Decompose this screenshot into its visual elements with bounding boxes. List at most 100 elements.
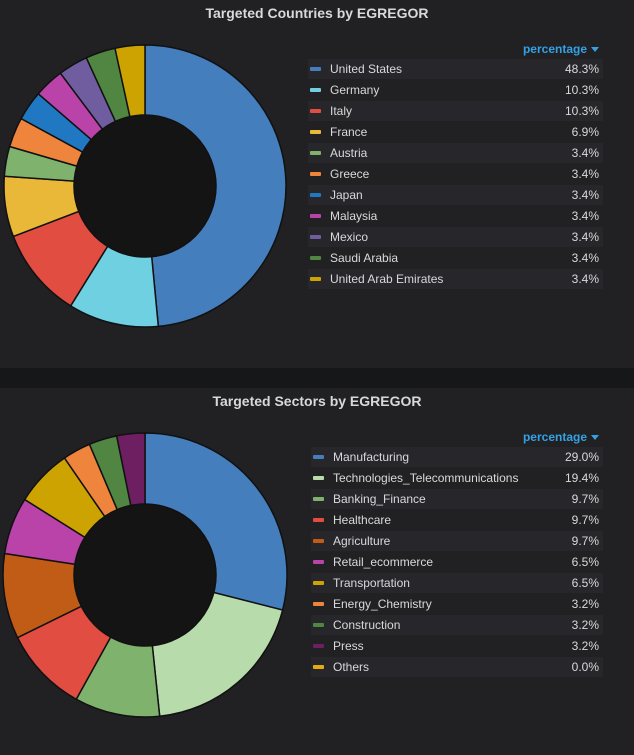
legend-item[interactable]: Banking_Finance 9.7% [311, 489, 603, 509]
legend-item[interactable]: Greece 3.4% [308, 164, 603, 184]
legend-value: 6.5% [571, 555, 599, 569]
legend-value: 9.7% [571, 513, 599, 527]
legend-label: Italy [330, 104, 353, 118]
legend-swatch [313, 476, 324, 480]
legend-item[interactable]: Austria 3.4% [308, 143, 603, 163]
legend-swatch [313, 644, 324, 648]
legend-item[interactable]: France 6.9% [308, 122, 603, 142]
legend-sort-label: percentage [522, 430, 587, 444]
legend-item[interactable]: United States 48.3% [308, 59, 603, 79]
legend-label: Banking_Finance [333, 492, 426, 506]
legend-label: France [330, 125, 368, 139]
legend-item[interactable]: Retail_ecommerce 6.5% [311, 552, 603, 572]
legend-swatch [313, 665, 324, 669]
legend-value: 3.4% [571, 272, 599, 286]
legend-swatch [310, 151, 321, 155]
legend-value: 3.4% [571, 251, 599, 265]
legend-item[interactable]: Technologies_Telecommunications 19.4% [311, 468, 603, 488]
legend-label: United Arab Emirates [330, 272, 444, 286]
countries-pie-chart [3, 44, 287, 328]
caret-down-icon [591, 435, 599, 441]
legend-label: United States [330, 62, 403, 76]
legend-label: Transportation [333, 576, 410, 590]
legend-swatch [310, 109, 321, 113]
legend-swatch [313, 581, 324, 585]
legend-swatch [313, 602, 324, 606]
legend-item[interactable]: Malaysia 3.4% [308, 206, 603, 226]
legend-item[interactable]: Press 3.2% [311, 636, 603, 656]
legend-label: Agriculture [333, 534, 391, 548]
legend-swatch [310, 67, 321, 71]
legend-value: 3.4% [571, 209, 599, 223]
legend-value: 9.7% [571, 534, 599, 548]
legend-swatch [313, 623, 324, 627]
legend-swatch [310, 130, 321, 134]
legend-swatch [310, 235, 321, 239]
legend-value: 10.3% [564, 104, 599, 118]
sectors-panel-title: Targeted Sectors by EGREGOR [212, 393, 422, 409]
legend-swatch [310, 277, 321, 281]
legend-swatch [313, 518, 324, 522]
legend-item[interactable]: Japan 3.4% [308, 185, 603, 205]
legend-value: 3.2% [571, 597, 599, 611]
legend-value: 48.3% [564, 62, 599, 76]
donut-hole [73, 503, 217, 647]
legend-value: 3.4% [571, 167, 599, 181]
legend-value: 10.3% [564, 83, 599, 97]
legend-swatch [313, 560, 324, 564]
sectors-panel: Targeted Sectors by EGREGOR percentage M… [0, 388, 634, 755]
legend-value: 6.5% [571, 576, 599, 590]
legend-label: Energy_Chemistry [333, 597, 432, 611]
sectors-pie-chart [2, 432, 288, 718]
donut-hole [73, 114, 217, 258]
legend-value: 3.4% [571, 230, 599, 244]
legend-label: Germany [330, 83, 380, 97]
legend-item[interactable]: Manufacturing 29.0% [311, 447, 603, 467]
legend-value: 3.4% [571, 188, 599, 202]
legend-swatch [313, 539, 324, 543]
legend-label: Others [333, 660, 370, 674]
legend-swatch [310, 172, 321, 176]
legend-value: 9.7% [571, 492, 599, 506]
sectors-legend-sort-header[interactable]: percentage [523, 430, 599, 444]
countries-panel-title: Targeted Countries by EGREGOR [205, 5, 429, 21]
sectors-legend: Manufacturing 29.0% Technologies_Telecommu… [311, 447, 603, 678]
countries-panel: Targeted Countries by EGREGOR percentage… [0, 0, 634, 368]
countries-legend: United States 48.3% Germany 10.3% Italy 10.3%… [308, 59, 603, 290]
legend-label: Saudi Arabia [330, 251, 399, 265]
legend-label: Healthcare [333, 513, 392, 527]
legend-value: 3.4% [571, 146, 599, 160]
legend-swatch [310, 256, 321, 260]
legend-item[interactable]: United Arab Emirates 3.4% [308, 269, 603, 289]
legend-value: 0.0% [571, 660, 599, 674]
legend-item[interactable]: Agriculture 9.7% [311, 531, 603, 551]
legend-item[interactable]: Germany 10.3% [308, 80, 603, 100]
legend-label: Technologies_Telecommunications [333, 471, 519, 485]
legend-label: Construction [333, 618, 401, 632]
legend-label: Greece [330, 167, 370, 181]
legend-swatch [310, 193, 321, 197]
legend-item[interactable]: Transportation 6.5% [311, 573, 603, 593]
legend-item[interactable]: Saudi Arabia 3.4% [308, 248, 603, 268]
legend-label: Press [333, 639, 364, 653]
legend-item[interactable]: Energy_Chemistry 3.2% [311, 594, 603, 614]
legend-label: Austria [330, 146, 368, 160]
legend-value: 19.4% [564, 471, 599, 485]
legend-value: 29.0% [564, 450, 599, 464]
legend-label: Japan [330, 188, 363, 202]
legend-item[interactable]: Italy 10.3% [308, 101, 603, 121]
legend-label: Malaysia [330, 209, 378, 223]
legend-swatch [310, 88, 321, 92]
legend-value: 6.9% [571, 125, 599, 139]
legend-value: 3.2% [571, 618, 599, 632]
legend-sort-label: percentage [522, 42, 587, 56]
legend-item[interactable]: Healthcare 9.7% [311, 510, 603, 530]
legend-label: Retail_ecommerce [333, 555, 434, 569]
caret-down-icon [591, 47, 599, 53]
legend-value: 3.2% [571, 639, 599, 653]
countries-legend-sort-header[interactable]: percentage [523, 42, 599, 56]
legend-item[interactable]: Others 0.0% [311, 657, 603, 677]
legend-label: Manufacturing [333, 450, 410, 464]
legend-item[interactable]: Construction 3.2% [311, 615, 603, 635]
legend-item[interactable]: Mexico 3.4% [308, 227, 603, 247]
